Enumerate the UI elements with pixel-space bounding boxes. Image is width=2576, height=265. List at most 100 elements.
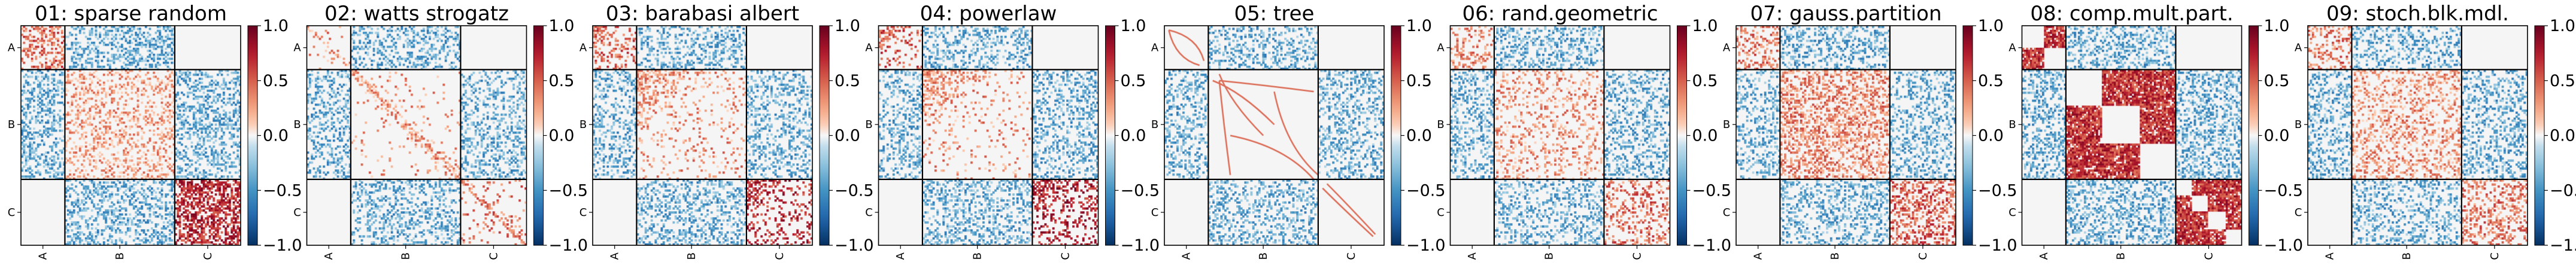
colorbar bbox=[247, 25, 258, 246]
x-tick-label: A bbox=[1466, 252, 1479, 260]
colorbar-tick-label: 1.0 bbox=[549, 17, 575, 35]
x-tick-label: B bbox=[1829, 252, 1841, 260]
y-tick-label: A bbox=[865, 42, 873, 54]
x-tick-label: A bbox=[37, 252, 50, 260]
y-tick-label: B bbox=[293, 118, 301, 131]
heatmap-panel-6: 06: rand.geometric A A B B C C 1.0 0.5 0.0 −0.5 −1.… bbox=[1437, 2, 1731, 260]
x-tick-label: C bbox=[2202, 252, 2215, 260]
colorbar-tick-label: −0.5 bbox=[263, 181, 302, 200]
colorbar-tick-label: −0.5 bbox=[2550, 181, 2576, 200]
colorbar-tick-label: 1.0 bbox=[2550, 17, 2575, 35]
heatmap-panel-7: 07: gauss.partition A A B B C C 1.0 0.5 0.0 −0.5 −1… bbox=[1723, 2, 2017, 260]
colorbar bbox=[533, 25, 544, 246]
x-tick-label: B bbox=[2401, 252, 2413, 260]
panel-title: 09: stoch.blk.mdl. bbox=[2326, 2, 2509, 26]
y-tick-label: C bbox=[1151, 206, 1159, 219]
heatmap-panel-8: 08: comp.mult.part. A A B B C C 1.0 0.5 0.0 −0.5 −1… bbox=[2008, 2, 2303, 260]
panel-title: 08: comp.mult.part. bbox=[2030, 2, 2233, 26]
colorbar-tick-label: −0.5 bbox=[1121, 181, 1160, 200]
colorbar-tick-label: 1.0 bbox=[1692, 17, 1718, 35]
x-tick-label: C bbox=[2489, 252, 2501, 260]
heatmap-matrix bbox=[878, 26, 1099, 245]
y-tick-label: C bbox=[2295, 206, 2302, 219]
heatmap-matrix bbox=[307, 26, 527, 245]
y-tick-label: C bbox=[865, 206, 873, 219]
colorbar-tick-label: 1.0 bbox=[2264, 17, 2290, 35]
colorbar-tick-label: −0.5 bbox=[1978, 181, 2017, 200]
colorbar-tick-label: 0.0 bbox=[1978, 127, 2004, 145]
panel-title: 06: rand.geometric bbox=[1462, 2, 1658, 26]
axes-frame bbox=[1735, 25, 1956, 246]
heatmap-matrix bbox=[1736, 26, 1956, 245]
colorbar-tick-label: 1.0 bbox=[263, 17, 289, 35]
colorbar bbox=[2534, 25, 2545, 246]
panel-title: 04: powerlaw bbox=[920, 2, 1057, 26]
y-tick-label: B bbox=[2295, 118, 2302, 131]
heatmap-matrix bbox=[2022, 26, 2242, 245]
heatmap-matrix bbox=[593, 26, 812, 245]
colorbar bbox=[1677, 25, 1687, 246]
colorbar bbox=[1391, 25, 1401, 246]
colorbar-tick-label: 0.5 bbox=[1692, 72, 1718, 90]
axes-frame bbox=[20, 25, 241, 246]
x-tick-label: B bbox=[1543, 252, 1556, 260]
heatmap-matrix bbox=[1450, 26, 1670, 245]
colorbar-tick-label: 0.5 bbox=[2550, 72, 2575, 90]
colorbar-tick-label: −1.0 bbox=[1406, 236, 1446, 255]
y-tick-label: C bbox=[8, 206, 16, 219]
x-tick-label: B bbox=[685, 252, 698, 260]
colorbar-tick-label: −0.5 bbox=[2264, 181, 2304, 200]
axes-frame bbox=[2021, 25, 2243, 246]
y-tick-label: B bbox=[2008, 118, 2016, 131]
panel-title: 07: gauss.partition bbox=[1750, 2, 1941, 26]
y-tick-label: A bbox=[1723, 42, 1731, 54]
colorbar-tick-label: −0.5 bbox=[549, 181, 588, 200]
y-tick-label: C bbox=[579, 206, 587, 219]
x-tick-label: A bbox=[323, 252, 335, 260]
colorbar-tick-label: −0.5 bbox=[1692, 181, 1732, 200]
colorbar-tick-label: −1.0 bbox=[1121, 236, 1160, 255]
colorbar-tick-label: 0.5 bbox=[1978, 72, 2004, 90]
heatmap-panel-9: 09: stoch.blk.mdl. A A B B C C 1.0 0.5 0.0 −0.5 −1.… bbox=[2295, 2, 2576, 260]
x-tick-label: A bbox=[1752, 252, 1765, 260]
heatmap-panel-3: 03: barabasi albert A A B B C C 1.0 0.5 0.0 −0.5 −1… bbox=[579, 2, 874, 260]
colorbar-tick-label: −1.0 bbox=[835, 236, 874, 255]
colorbar-tick-label: 0.0 bbox=[2550, 127, 2575, 145]
panel-title: 03: barabasi albert bbox=[606, 2, 799, 26]
y-tick-label: B bbox=[1437, 118, 1444, 131]
axes-frame bbox=[1164, 25, 1385, 246]
heatmap-panel-5: 05: tree A A B B C C 1.0 0.5 0.0 −0.5 −1.0 bbox=[1151, 2, 1446, 260]
colorbar-tick-label: −1.0 bbox=[1978, 236, 2017, 255]
colorbar-tick-label: 0.0 bbox=[835, 127, 860, 145]
colorbar-tick-label: 0.5 bbox=[549, 72, 575, 90]
colorbar bbox=[1105, 25, 1115, 246]
colorbar-tick-label: 0.5 bbox=[1406, 72, 1432, 90]
y-tick-label: C bbox=[1437, 206, 1445, 219]
y-tick-label: B bbox=[1723, 118, 1730, 131]
axes-frame bbox=[878, 25, 1099, 246]
colorbar-tick-label: 1.0 bbox=[835, 17, 860, 35]
x-tick-label: C bbox=[487, 252, 500, 260]
y-tick-label: A bbox=[579, 42, 587, 54]
y-tick-label: C bbox=[293, 206, 301, 219]
colorbar-tick-label: −1.0 bbox=[263, 236, 302, 255]
heatmap-panel-2: 02: watts strogatz A A B B C C 1.0 0.5 0.0 −0.5 −1.… bbox=[293, 2, 588, 260]
colorbar-tick-label: 0.0 bbox=[263, 127, 289, 145]
heatmap-panel-1: 01: sparse random A A B B C C 1.0 0.5 0.0 −0.5 −1.0 bbox=[8, 2, 302, 260]
y-tick-label: A bbox=[2008, 42, 2016, 54]
colorbar-tick-label: 1.0 bbox=[1978, 17, 2004, 35]
colorbar-tick-label: 0.5 bbox=[2264, 72, 2290, 90]
x-tick-label: B bbox=[400, 252, 412, 260]
x-tick-label: B bbox=[972, 252, 984, 260]
colorbar-tick-label: 0.0 bbox=[1692, 127, 1718, 145]
x-tick-label: C bbox=[1631, 252, 1643, 260]
axes-frame bbox=[592, 25, 813, 246]
colorbar-tick-label: 0.5 bbox=[263, 72, 289, 90]
y-tick-label: C bbox=[2008, 206, 2016, 219]
colorbar-tick-label: −1.0 bbox=[2550, 236, 2576, 255]
x-tick-label: C bbox=[202, 252, 214, 260]
y-tick-label: A bbox=[2295, 42, 2302, 54]
colorbar-tick-label: 0.0 bbox=[549, 127, 575, 145]
colorbar-tick-label: −0.5 bbox=[1406, 181, 1446, 200]
